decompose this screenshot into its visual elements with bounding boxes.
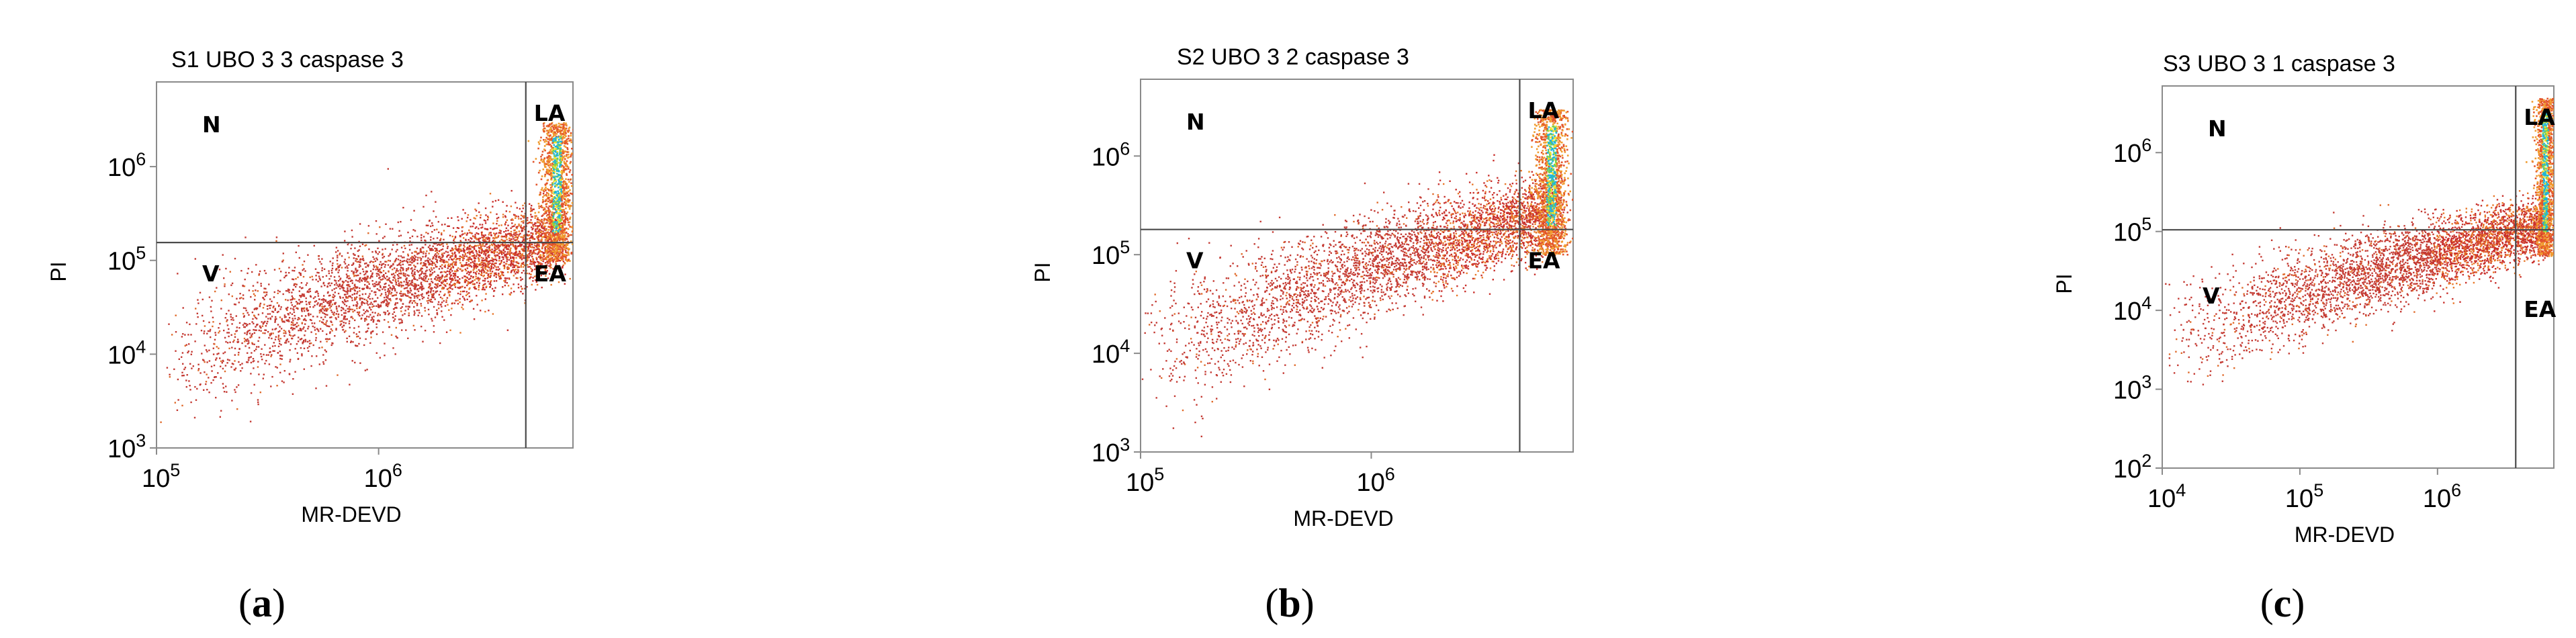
quadrant-label-la: LA	[2524, 104, 2555, 130]
panel-caption: (b)	[1265, 581, 1314, 625]
flow-panel-a: S1 UBO 3 3 caspase 3 105 106 103 104 105 106 MR…	[46, 47, 574, 625]
y-tick-label: 104	[1092, 336, 1130, 369]
x-axis-label: MR-DEVD	[1293, 506, 1393, 531]
quadrant-label-n: N	[2208, 116, 2227, 142]
quadrant-label-la: LA	[534, 100, 566, 126]
quadrant-label-v: V	[1186, 248, 1204, 274]
y-tick-label: 105	[107, 243, 146, 276]
plot-frame	[2162, 85, 2555, 469]
quadrant-label-n: N	[202, 111, 221, 138]
y-tick-label: 102	[2113, 451, 2151, 484]
y-tick-label: 106	[2113, 135, 2151, 168]
quadrant-label-n: N	[1186, 109, 1205, 135]
quadrant-label-v: V	[2203, 283, 2220, 309]
panel-caption: (c)	[2260, 581, 2305, 625]
x-tick-label: 105	[1126, 464, 1164, 497]
y-tick-label: 105	[1092, 237, 1130, 270]
x-tick-label: 105	[142, 460, 180, 493]
quadrant-label-ea: EA	[2524, 296, 2557, 322]
x-tick-label: 105	[2285, 480, 2323, 513]
x-tick-label: 106	[364, 460, 402, 493]
x-axis-label: MR-DEVD	[301, 502, 401, 527]
x-tick-label: 106	[1356, 464, 1394, 497]
flow-panel-c: S3 UBO 3 1 caspase 3 104 105 106 102 103 104 10…	[2052, 51, 2557, 625]
panel-title: S3 UBO 3 1 caspase 3	[2163, 51, 2395, 77]
y-tick-label: 104	[107, 336, 146, 369]
panel-caption: (a)	[238, 581, 285, 625]
y-tick-label: 104	[2113, 293, 2151, 326]
event-cloud	[1141, 109, 1573, 438]
y-tick-label: 106	[1092, 138, 1130, 171]
quadrant-label-v: V	[202, 261, 220, 287]
quadrant-label-la: LA	[1527, 97, 1559, 124]
x-tick-label: 106	[2423, 480, 2461, 513]
quadrant-label-ea: EA	[534, 261, 567, 287]
y-tick-label: 103	[2113, 372, 2151, 405]
event-cloud	[160, 122, 573, 423]
quadrant-label-ea: EA	[1527, 248, 1560, 274]
y-axis-label: PI	[2052, 273, 2076, 293]
panel-title: S1 UBO 3 3 caspase 3	[171, 47, 404, 73]
panel-title: S2 UBO 3 2 caspase 3	[1177, 44, 1409, 70]
x-axis-label: MR-DEVD	[2295, 522, 2395, 547]
y-tick-label: 103	[107, 430, 146, 463]
event-cloud	[2165, 97, 2554, 385]
y-axis-label: PI	[1030, 262, 1055, 282]
y-tick-label: 106	[107, 149, 146, 182]
x-tick-label: 104	[2147, 480, 2186, 513]
y-tick-label: 105	[2113, 214, 2151, 247]
y-tick-label: 103	[1092, 435, 1130, 467]
flow-panel-b: S2 UBO 3 2 caspase 3 105 106 103 104 105 106 MR…	[1030, 44, 1574, 625]
y-axis-label: PI	[46, 261, 71, 281]
